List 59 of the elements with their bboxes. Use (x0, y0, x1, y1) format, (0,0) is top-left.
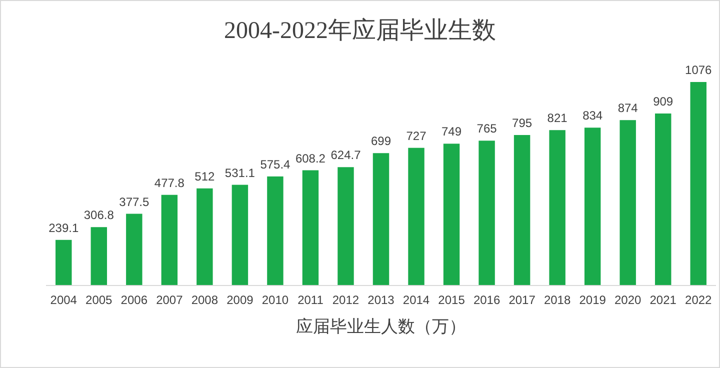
data-label: 765 (476, 122, 498, 136)
x-tick-label: 2010 (262, 293, 289, 307)
bar (196, 188, 213, 285)
x-tick-label: 2015 (438, 293, 466, 307)
data-label: 749 (442, 124, 462, 139)
bar (443, 144, 460, 285)
x-tick-label: 2004 (50, 293, 78, 307)
data-label: 477.8 (154, 176, 185, 190)
data-label: 575.4 (260, 157, 291, 172)
data-label: 874 (618, 101, 638, 116)
bar (654, 114, 672, 285)
data-label: 1076 (685, 63, 712, 77)
x-tick-label: 2012 (332, 293, 360, 307)
data-label: 512 (194, 169, 216, 184)
x-tick-label: 2022 (685, 293, 712, 307)
bar (126, 214, 142, 285)
x-tick-label: 2006 (120, 293, 148, 307)
bar (90, 227, 108, 285)
data-label: 239.1 (48, 220, 79, 235)
bar (620, 120, 636, 285)
bar (690, 82, 706, 285)
x-tick-label: 2016 (473, 293, 500, 307)
data-label: 624.7 (330, 148, 362, 162)
bar (549, 130, 566, 285)
data-label: 377.5 (119, 194, 150, 209)
data-label: 909 (653, 94, 674, 109)
data-label: 306.8 (84, 208, 114, 222)
bar (56, 240, 72, 285)
bar (372, 153, 390, 285)
chart-title: 2004-2022年应届毕业生数 (224, 17, 496, 44)
x-tick-label: 2014 (402, 293, 430, 307)
x-tick-label: 2017 (508, 293, 536, 307)
data-label: 834 (582, 108, 603, 123)
x-tick-label: 2020 (614, 293, 642, 307)
bar (338, 167, 354, 285)
x-tick-label: 2011 (298, 293, 324, 307)
bar (584, 128, 601, 285)
bar (232, 184, 248, 285)
x-tick-label: 2008 (191, 293, 218, 307)
data-label: 531.1 (224, 166, 256, 180)
data-label: 727 (406, 128, 427, 143)
x-tick-label: 2021 (650, 293, 677, 307)
x-tick-label: 2019 (579, 293, 606, 307)
bar (302, 170, 319, 285)
data-label: 608.2 (295, 151, 326, 166)
x-tick-label: 2013 (368, 293, 395, 307)
data-label: 699 (370, 134, 392, 148)
bar (478, 140, 495, 285)
data-label: 821 (547, 111, 568, 126)
bar (267, 176, 284, 285)
x-tick-label: 2009 (226, 293, 254, 307)
bar (161, 194, 178, 285)
data-label: 795 (512, 116, 532, 130)
x-tick-label: 2005 (86, 293, 113, 307)
bar (514, 135, 530, 285)
bar (408, 148, 424, 285)
x-axis-title: 应届毕业生人数（万） (296, 317, 466, 336)
x-tick-label: 2018 (544, 293, 571, 307)
x-tick-label: 2007 (156, 293, 184, 307)
